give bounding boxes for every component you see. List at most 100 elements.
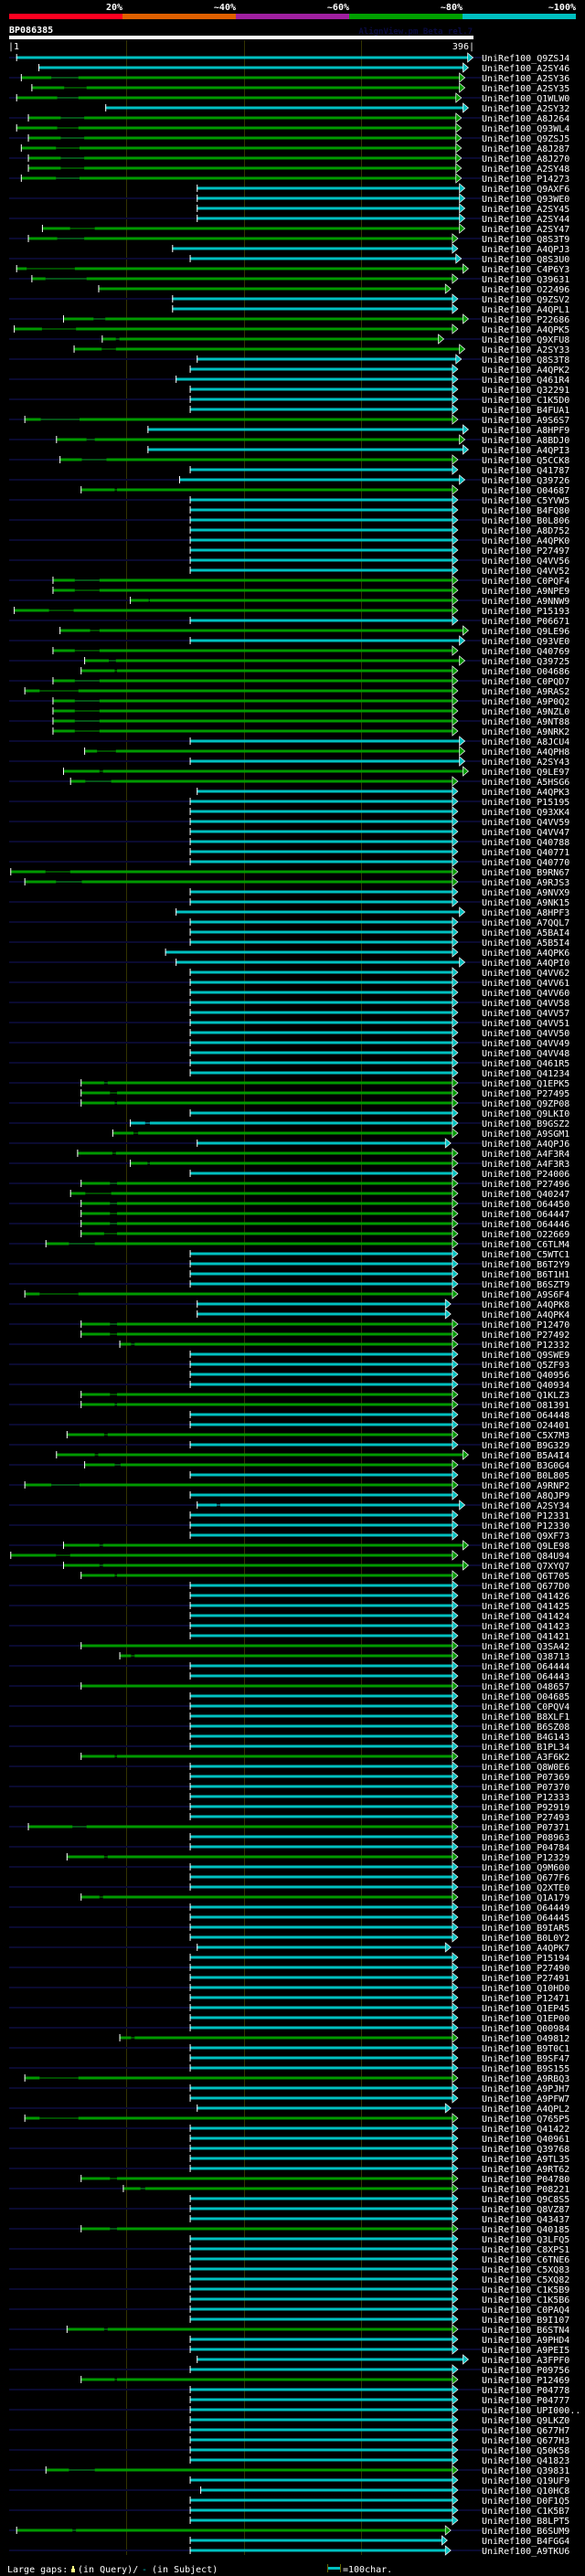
hit-row[interactable]: UniRef100_B9G329 bbox=[9, 1439, 569, 1451]
hit-label[interactable]: UniRef100_Q41823 bbox=[482, 2456, 569, 2466]
hit-row[interactable]: UniRef100_B6T1H1 bbox=[189, 1268, 570, 1280]
hit-label[interactable]: UniRef100_A5BAI4 bbox=[482, 928, 569, 938]
hit-label[interactable]: UniRef100_A4QPK8 bbox=[482, 1300, 569, 1310]
hit-row[interactable]: UniRef100_A2SY44 bbox=[9, 213, 569, 225]
hit-row[interactable]: UniRef100_A9TL35 bbox=[189, 2153, 570, 2165]
hit-row[interactable]: UniRef100_Q4VV62 bbox=[189, 967, 570, 979]
hit-label[interactable]: UniRef100_O64445 bbox=[482, 1913, 569, 1924]
hit-label[interactable]: UniRef100_A9NRK2 bbox=[482, 727, 569, 737]
hit-row[interactable]: UniRef100_A9S6S7 bbox=[9, 414, 569, 426]
hit-row[interactable]: UniRef100_Q4VV49 bbox=[9, 1037, 569, 1049]
hit-row[interactable]: UniRef100_Q9AXF6 bbox=[197, 183, 569, 195]
hit-row[interactable]: UniRef100_C6TNE6 bbox=[189, 2253, 570, 2265]
hit-row[interactable]: UniRef100_B9GSZ2 bbox=[9, 1118, 569, 1129]
hit-label[interactable]: UniRef100_Q3LFQ5 bbox=[482, 2235, 569, 2245]
hit-label[interactable]: UniRef100_A9PHD4 bbox=[482, 2336, 569, 2346]
hit-label[interactable]: UniRef100_A8BDJ0 bbox=[482, 436, 569, 446]
hit-row[interactable]: UniRef100_A4F3R4 bbox=[77, 1148, 569, 1160]
hit-label[interactable]: UniRef100_Q41787 bbox=[482, 466, 569, 476]
hit-row[interactable]: UniRef100_Q40247 bbox=[69, 1188, 570, 1200]
hit-row[interactable]: UniRef100_Q40961 bbox=[189, 2133, 570, 2145]
hit-label[interactable]: UniRef100_P04780 bbox=[482, 2175, 569, 2185]
hit-label[interactable]: UniRef100_Q9M600 bbox=[482, 1863, 569, 1873]
hit-label[interactable]: UniRef100_A9NZL0 bbox=[482, 707, 569, 717]
hit-row[interactable]: UniRef100_Q41234 bbox=[189, 1067, 570, 1079]
hit-row[interactable]: UniRef100_Q32291 bbox=[189, 384, 570, 396]
hit-row[interactable]: UniRef100_A4QPK2 bbox=[189, 364, 570, 376]
hit-label[interactable]: UniRef100_Q4VV56 bbox=[482, 557, 569, 567]
hit-label[interactable]: UniRef100_A9RJS3 bbox=[482, 878, 569, 888]
hit-row[interactable]: UniRef100_O04685 bbox=[189, 1691, 570, 1702]
hit-label[interactable]: UniRef100_P08963 bbox=[482, 1833, 569, 1843]
hit-row[interactable]: UniRef100_Q41422 bbox=[9, 2123, 569, 2135]
hit-row[interactable]: UniRef100_C0PAQ4 bbox=[9, 2304, 569, 2316]
hit-label[interactable]: UniRef100_Q677D0 bbox=[482, 1582, 569, 1592]
hit-label[interactable]: UniRef100_A9TKU6 bbox=[482, 2547, 569, 2557]
hit-row[interactable]: UniRef100_A4QPJ6 bbox=[9, 1138, 569, 1150]
hit-row[interactable]: UniRef100_A8J270 bbox=[9, 153, 569, 164]
hit-row[interactable]: UniRef100_A8BDJ0 bbox=[9, 434, 569, 446]
hit-row[interactable]: UniRef100_P08963 bbox=[189, 1831, 570, 1843]
hit-row[interactable]: UniRef100_Q41423 bbox=[9, 1620, 569, 1632]
hit-label[interactable]: UniRef100_Q93WL4 bbox=[482, 124, 569, 134]
hit-label[interactable]: UniRef100_A8HPF9 bbox=[482, 426, 569, 436]
hit-row[interactable]: UniRef100_Q8W0E6 bbox=[9, 1761, 569, 1773]
hit-label[interactable]: UniRef100_B6SZT9 bbox=[482, 1280, 569, 1290]
hit-label[interactable]: UniRef100_A2SY43 bbox=[482, 758, 569, 768]
hit-label[interactable]: UniRef100_B9RN67 bbox=[482, 868, 569, 878]
hit-label[interactable]: UniRef100_Q39725 bbox=[482, 657, 569, 667]
hit-label[interactable]: UniRef100_A2SY34 bbox=[482, 1501, 569, 1511]
hit-row[interactable]: UniRef100_Q9LE98 bbox=[9, 1540, 569, 1552]
hit-label[interactable]: UniRef100_C6TLM4 bbox=[482, 1240, 569, 1250]
hit-row[interactable]: UniRef100_P12331 bbox=[189, 1510, 570, 1521]
hit-row[interactable]: UniRef100_Q39831 bbox=[9, 2465, 569, 2476]
hit-row[interactable]: UniRef100_Q41421 bbox=[189, 1630, 570, 1642]
hit-label[interactable]: UniRef100_B9I107 bbox=[482, 2316, 569, 2326]
hit-row[interactable]: UniRef100_Q1EPK5 bbox=[9, 1077, 569, 1089]
hit-label[interactable]: UniRef100_Q5CCK8 bbox=[482, 456, 569, 466]
hit-label[interactable]: UniRef100_A9PFW7 bbox=[482, 2094, 569, 2104]
hit-label[interactable]: UniRef100_P15194 bbox=[482, 1954, 569, 1964]
hit-label[interactable]: UniRef100_Q9C8S5 bbox=[482, 2195, 569, 2205]
hit-label[interactable]: UniRef100_B3G0G4 bbox=[482, 1461, 569, 1471]
hit-row[interactable]: UniRef100_A8HPF9 bbox=[147, 424, 569, 436]
hit-label[interactable]: UniRef100_B8LPT5 bbox=[482, 2517, 569, 2527]
hit-row[interactable]: UniRef100_A4QPJ3 bbox=[172, 243, 569, 255]
hit-label[interactable]: UniRef100_Q41426 bbox=[482, 1592, 569, 1602]
hit-row[interactable]: UniRef100_B6SUM9 bbox=[9, 2525, 569, 2537]
hit-label[interactable]: UniRef100_C5YVW5 bbox=[482, 496, 569, 506]
hit-label[interactable]: UniRef100_A9SGM1 bbox=[482, 1129, 569, 1140]
hit-row[interactable]: UniRef100_Q9C8S5 bbox=[189, 2193, 570, 2205]
hit-label[interactable]: UniRef100_C4P6Y3 bbox=[482, 265, 569, 275]
hit-label[interactable]: UniRef100_Q1A179 bbox=[482, 1893, 569, 1903]
hit-row[interactable]: UniRef100_B9SF47 bbox=[189, 2052, 570, 2064]
hit-row[interactable]: UniRef100_Q38713 bbox=[119, 1650, 570, 1662]
hit-row[interactable]: UniRef100_B0L806 bbox=[9, 514, 569, 526]
hit-label[interactable]: UniRef100_D0F1Q5 bbox=[482, 2496, 569, 2507]
hit-row[interactable]: UniRef100_A8D752 bbox=[189, 525, 570, 536]
hit-label[interactable]: UniRef100_A8J287 bbox=[482, 144, 569, 154]
hit-label[interactable]: UniRef100_Q8S3U0 bbox=[482, 255, 569, 265]
hit-row[interactable]: UniRef100_B9T0C1 bbox=[9, 2042, 569, 2054]
hit-row[interactable]: UniRef100_C1K5B9 bbox=[9, 2284, 569, 2295]
hit-row[interactable]: UniRef100_B0L0Y2 bbox=[189, 1932, 570, 1944]
hit-label[interactable]: UniRef100_Q40934 bbox=[482, 1381, 569, 1391]
hit-row[interactable]: UniRef100_Q10HC8 bbox=[9, 2485, 569, 2496]
hit-label[interactable]: UniRef100_A9RBQ3 bbox=[482, 2074, 569, 2084]
hit-label[interactable]: UniRef100_B6STN4 bbox=[482, 2326, 569, 2336]
hit-row[interactable]: UniRef100_P12330 bbox=[9, 1520, 569, 1532]
hit-row[interactable]: UniRef100_A5BAI4 bbox=[189, 927, 570, 938]
hit-row[interactable]: UniRef100_Q9XFU8 bbox=[9, 334, 569, 345]
hit-row[interactable]: UniRef100_A9PHD4 bbox=[189, 2334, 570, 2346]
hit-row[interactable]: UniRef100_C1K5B6 bbox=[189, 2294, 570, 2306]
hit-label[interactable]: UniRef100_B9GSZ2 bbox=[482, 1119, 569, 1129]
hit-row[interactable]: UniRef100_Q7XYQ7 bbox=[9, 1560, 569, 1572]
hit-row[interactable]: UniRef100_A4F3R3 bbox=[9, 1158, 569, 1170]
hit-row[interactable]: UniRef100_Q9M600 bbox=[9, 1861, 569, 1873]
hit-row[interactable]: UniRef100_Q4VV58 bbox=[9, 997, 569, 1009]
hit-row[interactable]: UniRef100_Q9ZP08 bbox=[9, 1097, 569, 1109]
hit-label[interactable]: UniRef100_B4G143 bbox=[482, 1733, 569, 1743]
hit-row[interactable]: UniRef100_B1PL34 bbox=[9, 1741, 569, 1753]
hit-label[interactable]: UniRef100_A4QPL1 bbox=[482, 305, 569, 315]
hit-row[interactable]: UniRef100_P27493 bbox=[189, 1811, 570, 1823]
